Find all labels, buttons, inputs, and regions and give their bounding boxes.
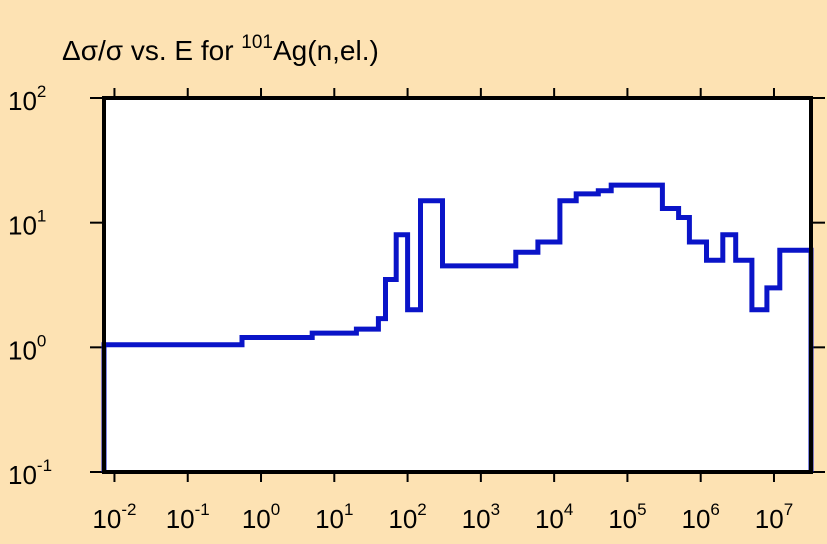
x-tick-label-base: 10 <box>315 504 344 534</box>
x-tick-label-base: 10 <box>166 504 195 534</box>
series-line-0 <box>101 182 814 472</box>
x-tick-label-6: 104 <box>535 500 573 534</box>
chart-title: Δσ/σ vs. E for 101Ag(n,el.) <box>62 32 379 66</box>
y-tick-label-base: 10 <box>8 460 37 490</box>
plot-frame <box>102 96 813 474</box>
y-tick-label-exp: 0 <box>37 331 46 350</box>
chart-title-prefix: Δσ/σ vs. E for <box>62 35 241 66</box>
x-tick-label-exp: 5 <box>637 500 646 519</box>
y-tick-label-base: 10 <box>8 335 37 365</box>
x-tick-label-base: 10 <box>535 504 564 534</box>
y-tick-label-2: 101 <box>8 207 46 241</box>
x-tick-label-base: 10 <box>682 504 711 534</box>
x-tick-label-1: 10-1 <box>166 500 210 534</box>
x-tick-label-8: 106 <box>682 500 720 534</box>
x-tick-label-base: 10 <box>388 504 417 534</box>
x-tick-label-exp: 0 <box>271 500 280 519</box>
x-tick-label-base: 10 <box>242 504 271 534</box>
x-tick-label-base: 10 <box>92 504 121 534</box>
x-tick-label-9: 107 <box>755 500 793 534</box>
y-tick-label-1: 100 <box>8 331 46 365</box>
x-tick-label-exp: 2 <box>417 500 426 519</box>
chart-title-reaction: Ag(n,el.) <box>273 35 379 66</box>
x-tick-label-exp: 3 <box>491 500 500 519</box>
plot-area <box>104 98 811 472</box>
data-layer <box>101 182 814 472</box>
x-tick-label-base: 10 <box>755 504 784 534</box>
x-tick-label-2: 100 <box>242 500 280 534</box>
x-tick-label-exp: 1 <box>344 500 353 519</box>
y-tick-label-exp: 1 <box>37 207 46 226</box>
y-tick-label-base: 10 <box>8 211 37 241</box>
y-tick-label-base: 10 <box>8 86 37 116</box>
x-tick-label-base: 10 <box>608 504 637 534</box>
x-tick-label-3: 101 <box>315 500 353 534</box>
chart-title-mass-number: 101 <box>241 32 273 53</box>
x-tick-label-exp: 6 <box>710 500 719 519</box>
x-tick-label-7: 105 <box>608 500 646 534</box>
y-tick-label-3: 102 <box>8 82 46 116</box>
y-tick-label-exp: -1 <box>37 456 52 475</box>
x-tick-label-exp: 4 <box>564 500 573 519</box>
x-tick-label-0: 10-2 <box>92 500 136 534</box>
x-tick-labels: 10-2 10-1 100 101 102 103 104 105 106 107 <box>92 500 793 534</box>
x-tick-label-exp: -2 <box>121 500 136 519</box>
x-tick-label-4: 102 <box>388 500 426 534</box>
y-tick-label-0: 10-1 <box>8 456 52 490</box>
x-tick-label-5: 103 <box>462 500 500 534</box>
x-tick-label-exp: -1 <box>195 500 210 519</box>
x-tick-label-exp: 7 <box>784 500 793 519</box>
y-tick-label-exp: 2 <box>37 82 46 101</box>
x-tick-label-base: 10 <box>462 504 491 534</box>
